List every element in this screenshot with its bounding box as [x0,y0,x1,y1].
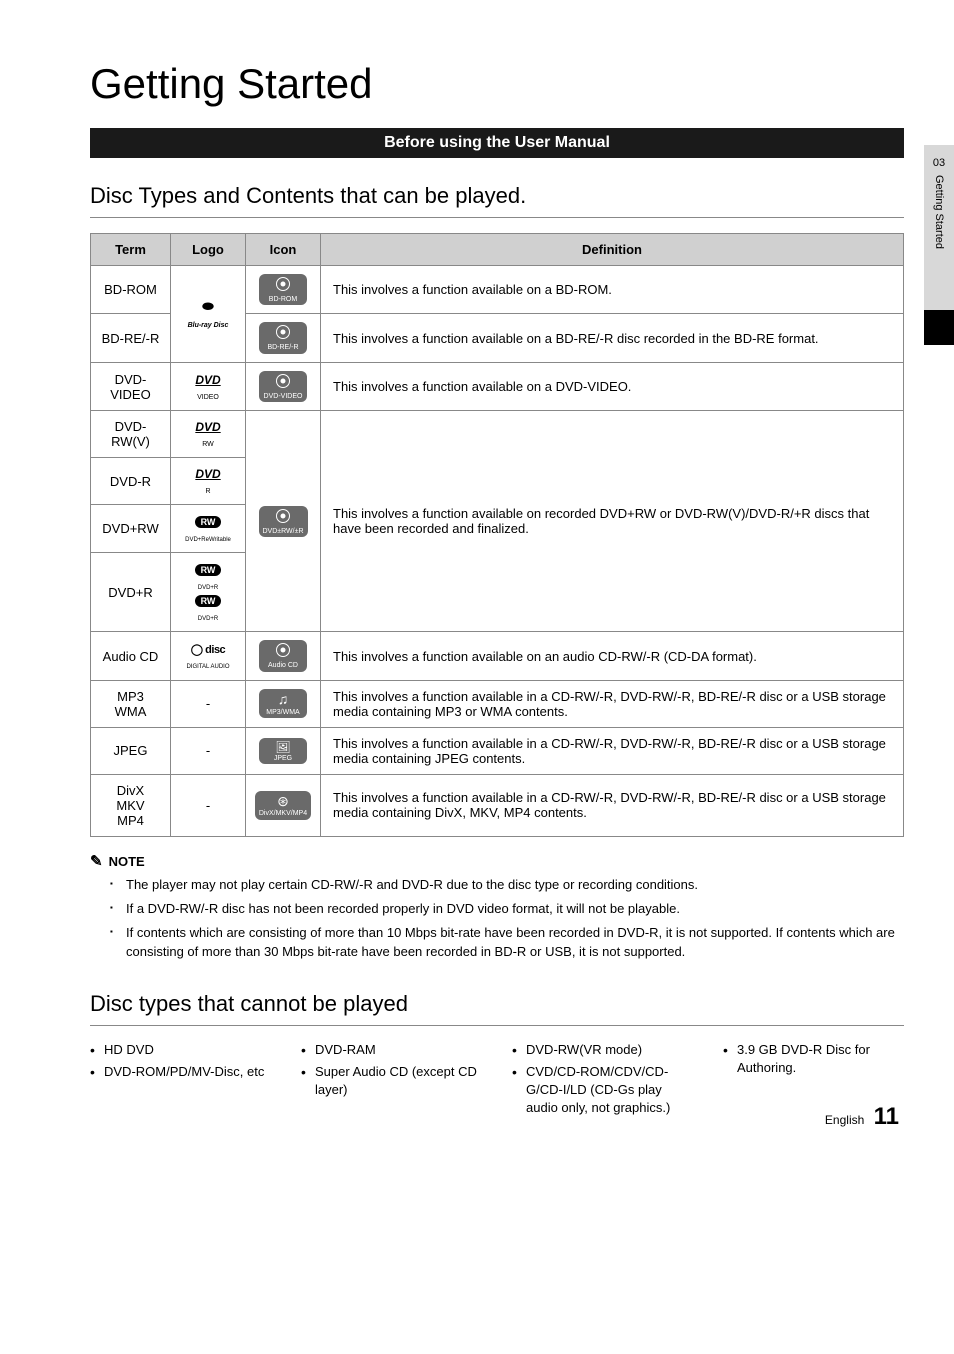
note-item: The player may not play certain CD-RW/-R… [126,876,904,894]
disc-types-table: Term Logo Icon Definition BD-ROM ⬬ Blu-r… [90,233,904,837]
page-title: Getting Started [90,60,904,108]
side-tab-label: 03 Getting Started [924,145,954,310]
logo-cell: DVDRW [171,411,246,458]
logo-cell: DVDVIDEO [171,362,246,410]
icon-cell: BD-RE/-R [246,314,321,362]
logo-cell: ⬬ Blu-ray Disc [171,266,246,363]
compact-disc-logo: ◯ disc [191,644,225,656]
term-cell: DVD-VIDEO [91,362,171,410]
jpeg-icon: 🖼JPEG [259,738,307,765]
th-term: Term [91,234,171,266]
term-cell: DVD+RW [91,505,171,553]
term-cell: JPEG [91,727,171,774]
icon-cell: Audio CD [246,632,321,680]
term-cell: DivX MKV MP4 [91,774,171,836]
cannot-item: DVD-RAM [301,1041,482,1059]
audio-cd-icon: Audio CD [259,640,307,671]
note-heading: ✎NOTE [90,852,904,870]
rw-dvdr-logo2: RW [195,595,222,607]
dvd-r-logo: DVD [195,467,220,481]
def-cell: This involves a function available on an… [321,632,904,680]
side-tab-marker [924,310,954,345]
note-list: The player may not play certain CD-RW/-R… [90,876,904,961]
side-tab: 03 Getting Started [924,145,954,345]
term-cell: MP3 WMA [91,680,171,727]
logo-cell: ◯ discDIGITAL AUDIO [171,632,246,680]
section-banner: Before using the User Manual [90,128,904,158]
footer-language: English [825,1113,864,1127]
subsection-cannot-play: Disc types that cannot be played [90,991,904,1026]
rw-plus-logo: RW [195,516,222,528]
cannot-item: DVD-ROM/PD/MV-Disc, etc [90,1063,271,1081]
def-cell: This involves a function available in a … [321,727,904,774]
logo-cell: - [171,774,246,836]
cannot-item: Super Audio CD (except CD layer) [301,1063,482,1099]
side-chapter-title: Getting Started [933,175,945,249]
logo-cell: RWDVD+R RWDVD+R [171,553,246,632]
cannot-col-1: HD DVD DVD-ROM/PD/MV-Disc, etc [90,1041,271,1122]
term-cell: BD-ROM [91,266,171,314]
def-cell: This involves a function available on a … [321,314,904,362]
divx-mkv-mp4-icon: ⊛DivX/MKV/MP4 [255,791,311,820]
footer-page-number: 11 [874,1103,899,1130]
def-cell: This involves a function available in a … [321,680,904,727]
cannot-item: CVD/CD-ROM/CDV/CD-G/CD-I/LD (CD-Gs play … [512,1063,693,1118]
icon-cell: BD-ROM [246,266,321,314]
dvd-video-logo: DVD [195,373,220,387]
def-cell: This involves a function available on a … [321,362,904,410]
def-cell: This involves a function available on re… [321,411,904,632]
term-cell: BD-RE/-R [91,314,171,362]
icon-cell: DVD-VIDEO [246,362,321,410]
th-logo: Logo [171,234,246,266]
dvd-rw-logo: DVD [195,420,220,434]
dvd-video-icon: DVD-VIDEO [259,371,307,402]
rw-dvdr-logo: RW [195,564,222,576]
th-icon: Icon [246,234,321,266]
cannot-col-2: DVD-RAM Super Audio CD (except CD layer) [301,1041,482,1122]
def-cell: This involves a function available on a … [321,266,904,314]
def-cell: This involves a function available in a … [321,774,904,836]
term-cell: DVD-RW(V) [91,411,171,458]
dvd-rw-r-icon: DVD±RW/±R [259,506,308,537]
icon-cell: 🖼JPEG [246,727,321,774]
icon-cell: DVD±RW/±R [246,411,321,632]
logo-cell: RWDVD+ReWritable [171,505,246,553]
th-definition: Definition [321,234,904,266]
note-hand-icon: ✎ [90,853,103,870]
bd-re-r-icon: BD-RE/-R [259,322,307,353]
note-item: If contents which are consisting of more… [126,924,904,960]
page-footer: English 11 [825,1103,899,1131]
cannot-col-3: DVD-RW(VR mode) CVD/CD-ROM/CDV/CD-G/CD-I… [512,1041,693,1122]
bd-rom-icon: BD-ROM [259,274,307,305]
note-section: ✎NOTE The player may not play certain CD… [90,852,904,961]
term-cell: DVD+R [91,553,171,632]
term-cell: Audio CD [91,632,171,680]
note-item: If a DVD-RW/-R disc has not been recorde… [126,900,904,918]
logo-cell: - [171,680,246,727]
bluray-logo-icon: ⬬ [202,298,214,314]
subsection-playable: Disc Types and Contents that can be play… [90,183,904,218]
mp3-wma-icon: ♫MP3/WMA [259,689,307,718]
icon-cell: ♫MP3/WMA [246,680,321,727]
logo-cell: DVDR [171,458,246,505]
side-chapter-number: 03 [933,157,945,169]
cannot-item: 3.9 GB DVD-R Disc for Authoring. [723,1041,904,1077]
icon-cell: ⊛DivX/MKV/MP4 [246,774,321,836]
cannot-item: DVD-RW(VR mode) [512,1041,693,1059]
cannot-item: HD DVD [90,1041,271,1059]
term-cell: DVD-R [91,458,171,505]
cannot-play-columns: HD DVD DVD-ROM/PD/MV-Disc, etc DVD-RAM S… [90,1041,904,1122]
logo-cell: - [171,727,246,774]
